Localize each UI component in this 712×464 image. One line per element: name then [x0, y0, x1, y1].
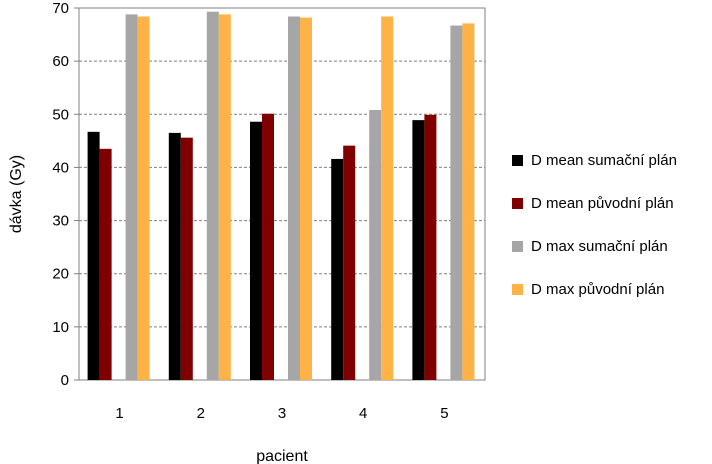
y-tick-label: 10	[52, 319, 69, 336]
legend-swatch	[512, 155, 523, 166]
x-tick-label: 3	[278, 405, 286, 422]
legend-label: D mean původní plán	[531, 195, 674, 212]
y-tick-label: 50	[52, 106, 69, 123]
y-tick-label: 20	[52, 266, 69, 283]
bar-series3-patient-4	[369, 110, 382, 380]
bar-series1-patient-5	[412, 120, 425, 380]
y-axis-title: dávka (Gy)	[8, 155, 25, 233]
bar-series2-patient-4	[343, 145, 356, 380]
y-tick-label: 40	[52, 159, 69, 176]
bar-series3-patient-1	[125, 14, 138, 381]
x-axis-title: pacient	[256, 448, 308, 464]
x-tick-label: 4	[359, 405, 367, 422]
x-axis-ticks: 1 2 3 4 5	[115, 405, 448, 422]
bar-series1-patient-2	[168, 132, 181, 380]
y-tick-label: 0	[61, 372, 69, 389]
bar-series3-patient-2	[206, 11, 219, 380]
bar-series1-patient-1	[87, 131, 100, 380]
legend-label: D max sumační plán	[531, 238, 668, 255]
bar-series3-patient-5	[450, 25, 463, 381]
bar-marks	[87, 11, 475, 381]
bar-series1-patient-3	[250, 121, 262, 381]
legend-label: D mean sumační plán	[531, 152, 677, 169]
bar-series4-patient-5	[462, 23, 475, 380]
bar-series2-patient-2	[180, 137, 193, 380]
y-tick-label: 30	[52, 213, 69, 230]
legend-swatch	[512, 198, 523, 209]
bar-series3-patient-3	[288, 16, 300, 380]
y-tick-label: 60	[52, 53, 69, 70]
bar-series2-patient-5	[424, 114, 437, 381]
legend: D mean sumační plán D mean původní plán D …	[512, 152, 677, 298]
legend-swatch	[512, 241, 523, 252]
bar-series4-patient-4	[381, 16, 394, 380]
bar-series2-patient-3	[262, 113, 274, 381]
bar-series1-patient-4	[331, 158, 344, 380]
bar-series4-patient-2	[218, 14, 231, 381]
x-tick-label: 1	[115, 405, 123, 422]
bar-series2-patient-1	[99, 148, 112, 380]
y-tick-label: 70	[52, 0, 69, 17]
legend-swatch	[512, 284, 523, 295]
y-axis-ticks: 0 10 20 30 40 50 60 70	[52, 0, 79, 389]
x-tick-label: 5	[440, 405, 448, 422]
bar-series4-patient-3	[300, 17, 312, 381]
legend-label: D max původní plán	[531, 281, 664, 298]
bar-series4-patient-1	[137, 16, 150, 380]
x-tick-label: 2	[197, 405, 205, 422]
